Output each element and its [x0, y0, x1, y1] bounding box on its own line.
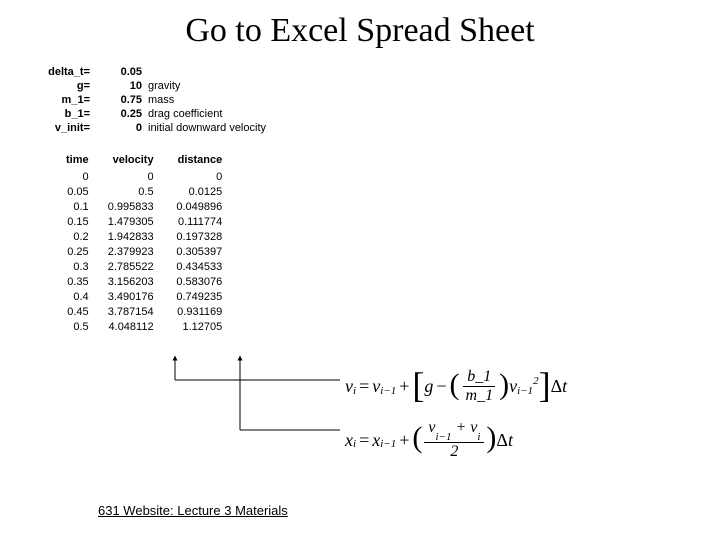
param-label: v_init=	[32, 122, 92, 134]
table-row: 000	[60, 170, 228, 185]
cell-velocity: 2.379923	[95, 245, 160, 260]
param-value: 0.25	[94, 108, 144, 120]
cell-velocity: 1.942833	[95, 230, 160, 245]
table-row: 0.353.1562030.583076	[60, 275, 228, 290]
param-label: g=	[32, 80, 92, 92]
cell-time: 0.3	[60, 260, 95, 275]
param-value: 0	[94, 122, 144, 134]
column-header-time: time	[60, 154, 95, 170]
cell-time: 0	[60, 170, 95, 185]
param-row: v_init=0initial downward velocity	[32, 122, 268, 134]
cell-distance: 0.197328	[160, 230, 229, 245]
param-label: delta_t=	[32, 66, 92, 78]
cell-time: 0.15	[60, 215, 95, 230]
equations-block: vi = vi−1 + [ g− ( b_1 m_1 ) vi−12 ] Δt …	[345, 368, 567, 475]
cell-velocity: 1.479305	[95, 215, 160, 230]
cell-distance: 0.749235	[160, 290, 229, 305]
param-row: g=10gravity	[32, 80, 268, 92]
param-desc	[146, 66, 268, 78]
cell-velocity: 3.787154	[95, 305, 160, 320]
table-row: 0.453.7871540.931169	[60, 305, 228, 320]
parameter-table: delta_t=0.05g=10gravitym_1=0.75massb_1=0…	[30, 64, 270, 136]
param-desc: gravity	[146, 80, 268, 92]
param-row: m_1=0.75mass	[32, 94, 268, 106]
param-value: 0.05	[94, 66, 144, 78]
table-row: 0.050.50.0125	[60, 185, 228, 200]
cell-velocity: 0.5	[95, 185, 160, 200]
param-label: b_1=	[32, 108, 92, 120]
param-desc: drag coefficient	[146, 108, 268, 120]
velocity-equation: vi = vi−1 + [ g− ( b_1 m_1 ) vi−12 ] Δt	[345, 368, 567, 405]
data-table: time velocity distance 0000.050.50.01250…	[60, 154, 228, 335]
cell-time: 0.45	[60, 305, 95, 320]
table-row: 0.21.9428330.197328	[60, 230, 228, 245]
table-row: 0.54.0481121.12705	[60, 320, 228, 335]
cell-time: 0.1	[60, 200, 95, 215]
cell-velocity: 3.156203	[95, 275, 160, 290]
cell-distance: 0.0125	[160, 185, 229, 200]
annotation-arrows	[140, 350, 360, 460]
table-row: 0.252.3799230.305397	[60, 245, 228, 260]
page-title: Go to Excel Spread Sheet	[0, 0, 720, 50]
table-row: 0.43.4901760.749235	[60, 290, 228, 305]
cell-time: 0.35	[60, 275, 95, 290]
cell-velocity: 4.048112	[95, 320, 160, 335]
param-row: b_1=0.25drag coefficient	[32, 108, 268, 120]
cell-time: 0.2	[60, 230, 95, 245]
param-desc: initial downward velocity	[146, 122, 268, 134]
table-row: 0.32.7855220.434533	[60, 260, 228, 275]
cell-velocity: 0	[95, 170, 160, 185]
column-header-velocity: velocity	[95, 154, 160, 170]
website-link[interactable]: 631 Website: Lecture 3 Materials	[98, 503, 288, 518]
param-value: 10	[94, 80, 144, 92]
cell-distance: 0.583076	[160, 275, 229, 290]
cell-time: 0.5	[60, 320, 95, 335]
distance-equation: xi = xi−1 + ( vi−1 + vi 2 ) Δt	[345, 419, 567, 461]
cell-distance: 0.049896	[160, 200, 229, 215]
param-value: 0.75	[94, 94, 144, 106]
column-header-distance: distance	[160, 154, 229, 170]
cell-distance: 0.434533	[160, 260, 229, 275]
param-row: delta_t=0.05	[32, 66, 268, 78]
param-desc: mass	[146, 94, 268, 106]
cell-distance: 0.305397	[160, 245, 229, 260]
cell-distance: 0.111774	[160, 215, 229, 230]
cell-time: 0.4	[60, 290, 95, 305]
cell-velocity: 2.785522	[95, 260, 160, 275]
cell-distance: 1.12705	[160, 320, 229, 335]
cell-velocity: 0.995833	[95, 200, 160, 215]
cell-velocity: 3.490176	[95, 290, 160, 305]
param-label: m_1=	[32, 94, 92, 106]
cell-time: 0.25	[60, 245, 95, 260]
table-row: 0.10.9958330.049896	[60, 200, 228, 215]
table-row: 0.151.4793050.111774	[60, 215, 228, 230]
cell-distance: 0	[160, 170, 229, 185]
cell-time: 0.05	[60, 185, 95, 200]
cell-distance: 0.931169	[160, 305, 229, 320]
